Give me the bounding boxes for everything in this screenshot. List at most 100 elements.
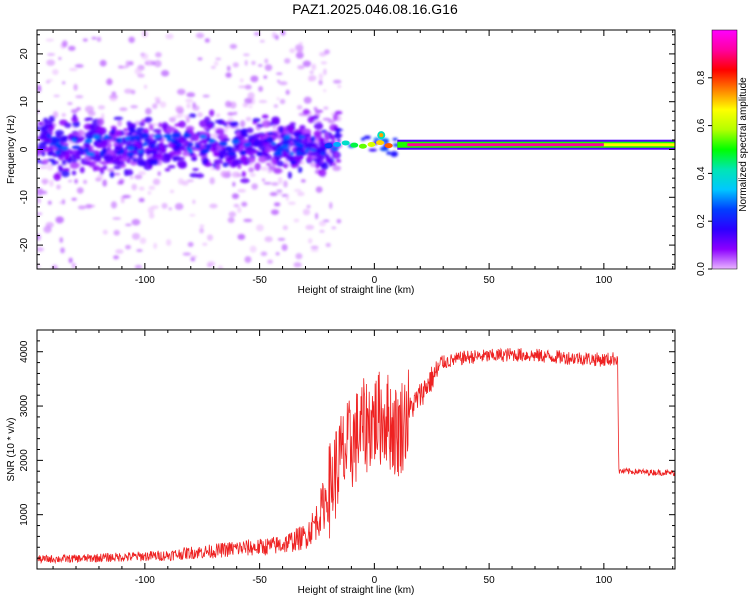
noise-blob: [247, 92, 255, 100]
noise-blob: [202, 242, 208, 246]
core-blob: [299, 135, 305, 139]
core-blob: [166, 138, 175, 142]
noise-blob: [227, 112, 235, 116]
noise-blob: [52, 111, 59, 119]
noise-blob: [37, 247, 44, 252]
noise-blob: [46, 59, 56, 66]
noise-blob: [244, 59, 248, 66]
signal-blob: [287, 171, 292, 179]
noise-blob: [241, 201, 248, 207]
core-blob: [96, 138, 102, 143]
signal-blob: [324, 134, 330, 143]
core-blob: [71, 138, 77, 143]
signal-blob: [313, 122, 324, 130]
signal-blob: [84, 117, 90, 122]
signal-blob: [161, 122, 169, 130]
core-blob: [127, 146, 135, 151]
noise-blob: [258, 85, 264, 92]
signal-blob: [214, 119, 222, 124]
signal-blob: [168, 150, 176, 157]
noise-blob: [113, 255, 120, 260]
noise-blob: [199, 227, 204, 234]
signal-blob: [195, 173, 205, 179]
signal-blob: [213, 158, 224, 165]
core-blob: [218, 141, 228, 147]
transition-blob: [367, 142, 376, 148]
noise-blob: [71, 262, 76, 269]
core-blob: [126, 152, 135, 157]
signal-blob: [325, 155, 331, 163]
signal-blob: [62, 142, 69, 147]
noise-blob: [96, 36, 102, 42]
signal-blob: [136, 156, 144, 164]
noise-blob: [67, 102, 73, 105]
noise-blob: [237, 206, 242, 214]
core-blob: [224, 146, 233, 152]
noise-blob: [37, 84, 41, 90]
noise-blob: [58, 57, 62, 60]
noise-blob: [122, 194, 131, 199]
noise-blob: [182, 252, 192, 256]
signal-blob: [312, 157, 321, 163]
noise-blob: [307, 238, 313, 244]
signal-blob: [172, 155, 181, 161]
noise-blob: [87, 110, 96, 117]
signal-blob: [247, 156, 256, 163]
spectrogram-ytick-label: 0: [19, 146, 30, 152]
core-blob: [392, 137, 398, 141]
noise-blob: [322, 117, 332, 121]
core-blob: [360, 137, 366, 141]
noise-blob: [298, 41, 303, 45]
noise-blob: [113, 229, 120, 236]
core-blob: [309, 148, 317, 152]
core-blob: [289, 151, 295, 156]
signal-blob: [106, 142, 112, 149]
noise-blob: [46, 79, 54, 82]
colorbar-gradient: [711, 29, 738, 270]
noise-blob: [53, 94, 60, 98]
signal-blob: [218, 150, 223, 155]
noise-blob: [296, 105, 303, 110]
core-blob: [294, 142, 303, 148]
noise-blob: [52, 69, 59, 75]
core-blob: [363, 135, 371, 140]
noise-blob: [267, 259, 273, 264]
noise-blob: [144, 62, 150, 65]
core-blob: [373, 137, 381, 141]
noise-blob: [240, 120, 246, 128]
spectrogram-xtick-label: 50: [484, 275, 496, 286]
noise-blob: [75, 95, 84, 99]
noise-blob: [249, 245, 257, 253]
noise-blob: [37, 263, 41, 269]
spectrogram-xtick-label: 100: [596, 275, 613, 286]
noise-blob: [332, 79, 342, 84]
signal-blob: [334, 132, 342, 139]
core-blob: [99, 150, 104, 156]
core-blob: [83, 147, 90, 153]
signal-blob: [66, 158, 72, 162]
noise-blob: [313, 106, 318, 111]
noise-blob: [302, 60, 312, 67]
signal-blob: [202, 137, 208, 145]
noise-blob: [155, 99, 161, 105]
signal-blob: [61, 170, 70, 178]
core-blob: [390, 150, 398, 157]
noise-blob: [308, 77, 313, 82]
noise-blob: [300, 179, 306, 183]
signal-blob: [64, 148, 73, 155]
signal-blob: [241, 171, 246, 178]
signal-blob: [202, 160, 207, 166]
signal-blob: [163, 152, 170, 160]
noise-blob: [124, 88, 133, 94]
noise-blob: [276, 72, 283, 75]
colorbar-tick-label: 0.6: [696, 118, 707, 132]
transition-blob: [384, 143, 393, 149]
core-blob: [273, 151, 283, 157]
noise-blob: [237, 233, 246, 241]
noise-blob: [277, 237, 286, 241]
noise-blob: [244, 97, 253, 105]
signal-blob: [144, 116, 153, 123]
core-blob: [61, 137, 68, 143]
noise-blob: [37, 197, 41, 204]
